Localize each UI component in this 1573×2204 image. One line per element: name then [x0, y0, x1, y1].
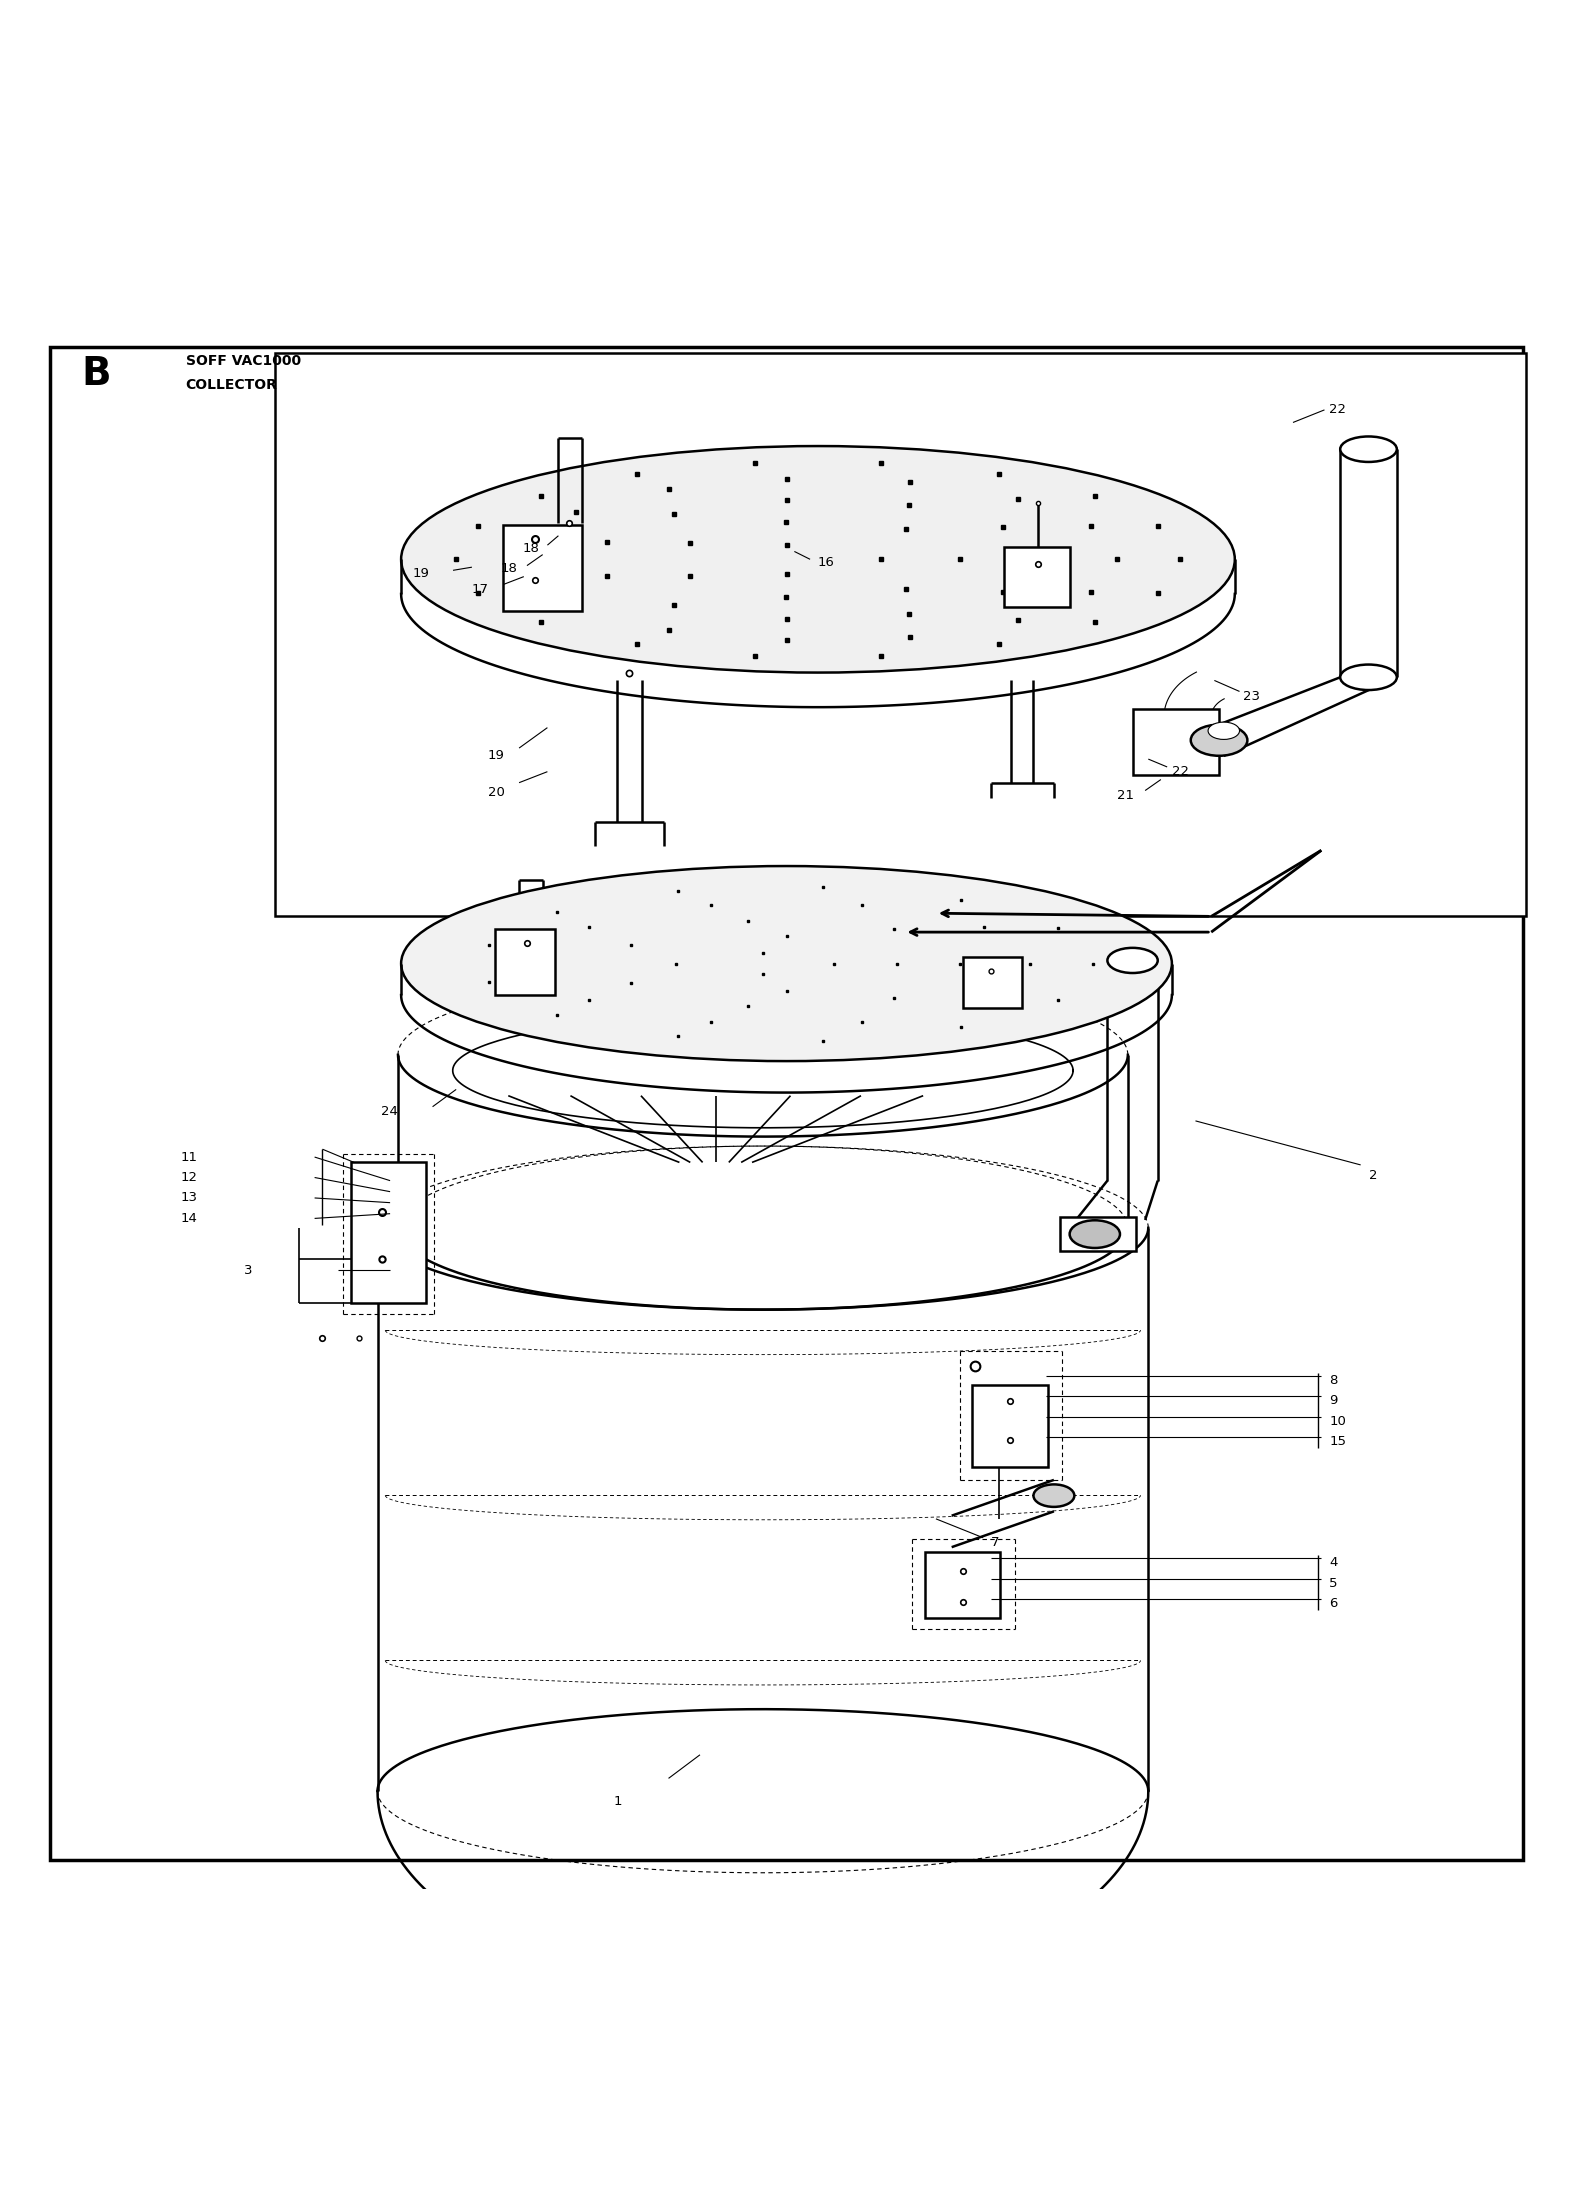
Text: 4: 4	[1329, 1556, 1337, 1569]
Text: 21: 21	[1117, 789, 1134, 802]
Text: 1: 1	[613, 1796, 621, 1809]
Text: 20: 20	[488, 785, 505, 798]
Text: 3: 3	[244, 1263, 252, 1276]
Text: 23: 23	[1243, 690, 1260, 703]
Ellipse shape	[401, 866, 1172, 1060]
Text: 22: 22	[1329, 403, 1346, 417]
FancyBboxPatch shape	[50, 346, 1523, 1860]
Text: 24: 24	[381, 1104, 398, 1117]
Ellipse shape	[1033, 1485, 1074, 1508]
Bar	[495, 928, 555, 994]
Text: 6: 6	[1329, 1598, 1337, 1611]
Text: 12: 12	[181, 1170, 198, 1184]
Text: 18: 18	[500, 562, 518, 575]
Text: 15: 15	[1329, 1435, 1346, 1448]
Ellipse shape	[1107, 948, 1158, 972]
FancyBboxPatch shape	[275, 353, 1526, 917]
Bar	[1133, 710, 1219, 776]
Text: 7: 7	[991, 1536, 999, 1549]
Ellipse shape	[1191, 725, 1247, 756]
Text: 5: 5	[1329, 1576, 1337, 1589]
Bar	[925, 1552, 1000, 1618]
Text: SOFF VAC1000: SOFF VAC1000	[186, 355, 300, 368]
Text: 10: 10	[1329, 1415, 1346, 1428]
Ellipse shape	[1340, 436, 1397, 463]
Bar	[1004, 547, 1070, 606]
Text: 17: 17	[472, 582, 489, 595]
Text: 19: 19	[412, 566, 429, 580]
Text: COLLECTOR: COLLECTOR	[186, 377, 277, 392]
Text: 11: 11	[181, 1150, 198, 1164]
Text: 22: 22	[1172, 765, 1189, 778]
Bar	[351, 1162, 426, 1303]
Text: 16: 16	[818, 555, 835, 569]
Text: 2: 2	[1369, 1170, 1376, 1181]
Ellipse shape	[401, 445, 1235, 672]
Text: 18: 18	[522, 542, 540, 555]
Text: 8: 8	[1329, 1373, 1337, 1386]
Ellipse shape	[1070, 1221, 1120, 1247]
Ellipse shape	[1208, 723, 1240, 738]
Text: B: B	[82, 355, 112, 392]
Bar	[503, 525, 582, 611]
Bar	[1060, 1217, 1136, 1252]
Text: 9: 9	[1329, 1395, 1337, 1408]
Bar	[963, 957, 1022, 1007]
Text: 14: 14	[181, 1212, 198, 1225]
Bar	[972, 1384, 1048, 1468]
Ellipse shape	[1340, 666, 1397, 690]
Text: 13: 13	[181, 1192, 198, 1203]
Text: 19: 19	[488, 749, 505, 763]
